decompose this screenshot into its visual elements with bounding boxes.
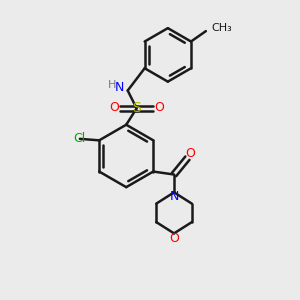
Text: N: N — [115, 81, 124, 94]
Text: N: N — [170, 190, 179, 203]
Text: O: O — [185, 147, 195, 160]
Text: Cl: Cl — [73, 132, 86, 146]
Text: O: O — [154, 101, 164, 114]
Text: O: O — [110, 101, 119, 114]
Text: CH₃: CH₃ — [211, 23, 232, 33]
Text: S: S — [132, 101, 141, 116]
Text: H: H — [108, 80, 116, 90]
Text: O: O — [169, 232, 179, 245]
